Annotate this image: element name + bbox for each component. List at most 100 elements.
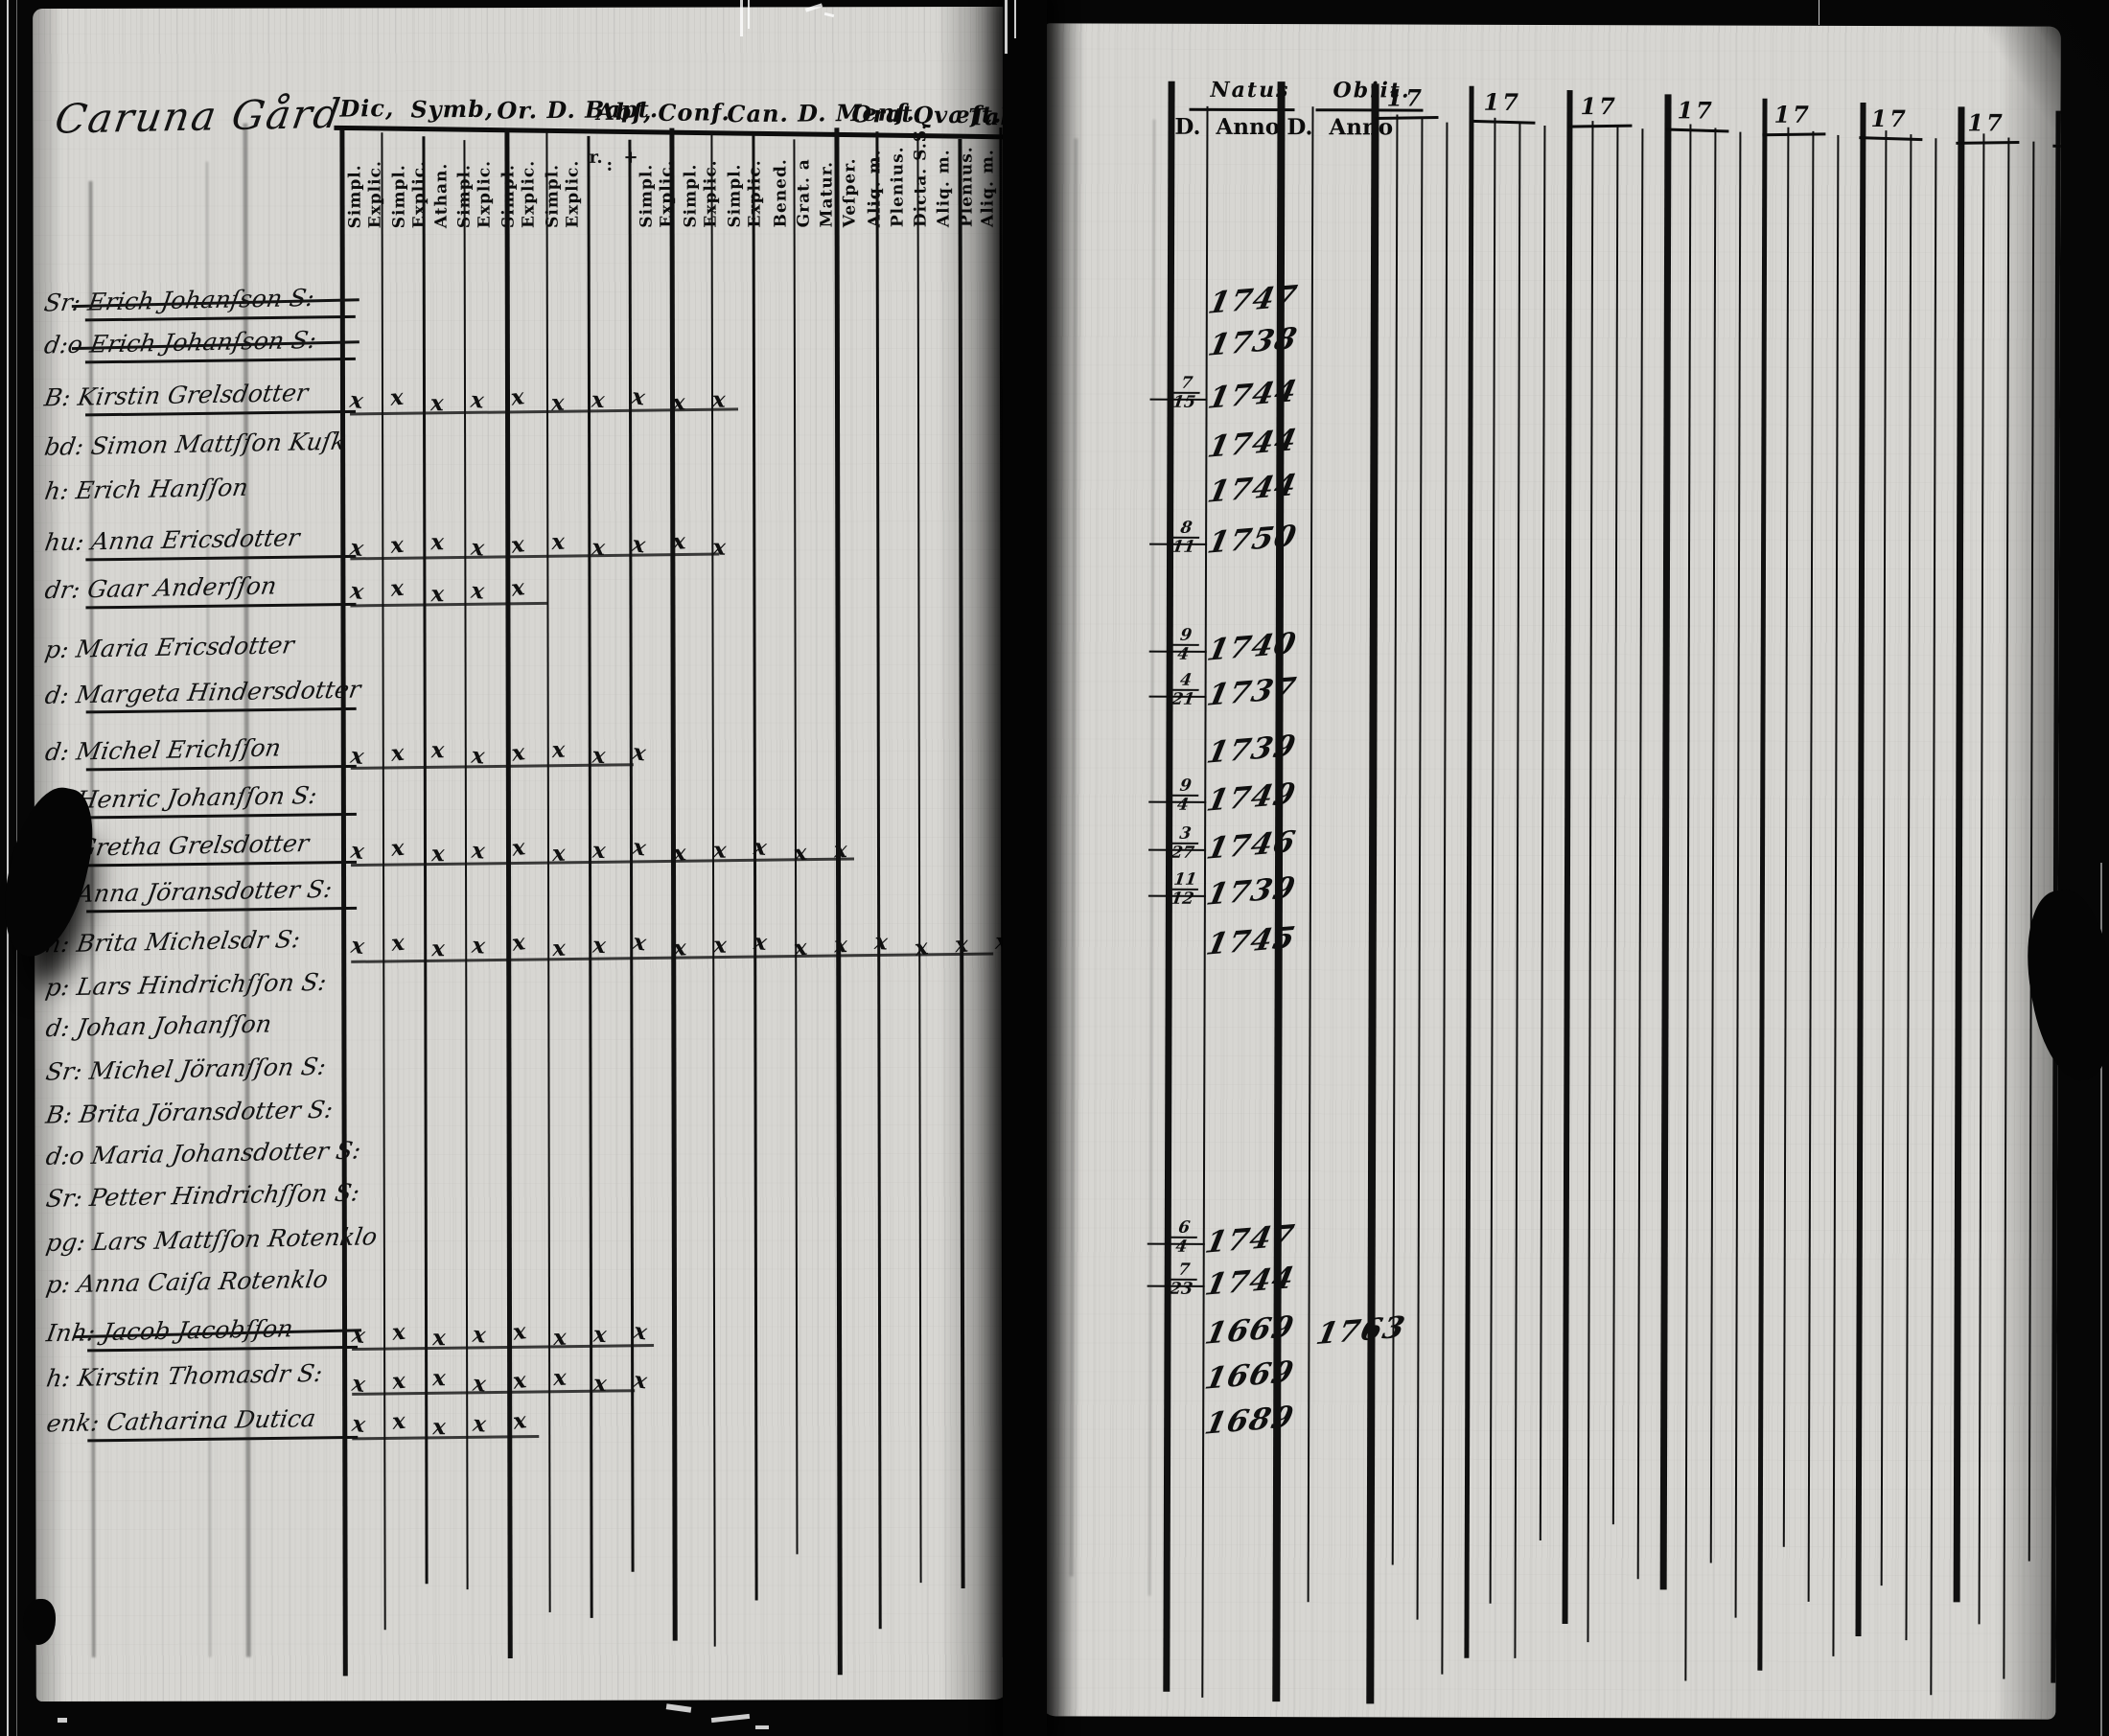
row-underline xyxy=(85,409,357,417)
grid-line xyxy=(1930,138,1937,1696)
obiit-d-label: D. xyxy=(1286,114,1313,141)
examination-x-mark: x xyxy=(509,383,526,411)
grid-line xyxy=(916,135,922,1584)
book-gutter-shadow xyxy=(1003,0,1047,1736)
row-name: hu: Anna Ericsdotter xyxy=(42,523,302,557)
grid-line xyxy=(710,131,716,1647)
examination-x-mark: x xyxy=(389,531,406,559)
natus-anno-label: Anno xyxy=(1216,113,1281,141)
page-corner-shadow xyxy=(1975,0,2109,173)
ink-blot xyxy=(23,1599,56,1645)
fold-streak xyxy=(1147,119,1156,1596)
marks-baseline xyxy=(350,601,547,608)
examination-x-mark: x xyxy=(470,577,486,605)
grid-line xyxy=(1587,121,1594,1643)
natus-anno-value: 1689 xyxy=(1201,1400,1298,1442)
year-group-header: 17 xyxy=(1483,87,1521,116)
examination-x-mark: x xyxy=(632,1317,649,1346)
row-underline xyxy=(85,554,357,562)
row-underline xyxy=(84,357,356,364)
year-group-underline xyxy=(1762,132,1826,137)
year-group-header: 17 xyxy=(1773,100,1812,128)
natus-day-rule xyxy=(1148,800,1207,803)
sub-column-label: Athan. xyxy=(431,162,452,229)
row-name: d: Anna Jöransdotter S: xyxy=(43,874,335,909)
natus-anno-value: 1750 xyxy=(1204,519,1300,561)
natus-day-rule xyxy=(1147,1285,1205,1287)
examination-x-mark: x xyxy=(913,934,930,961)
grid-line xyxy=(2003,137,2010,1679)
scan-speck xyxy=(755,1725,769,1729)
page-title-handwritten: Caruna Gård xyxy=(52,89,345,143)
sub-column-label: Dicta. S.S. xyxy=(911,123,931,228)
examination-x-mark: x xyxy=(389,834,406,862)
grid-line xyxy=(1539,125,1546,1540)
grid-line xyxy=(1514,121,1521,1658)
examination-x-mark: x xyxy=(550,528,566,556)
natus-day-rule xyxy=(1148,695,1207,698)
examination-x-mark: x xyxy=(431,936,445,962)
examination-x-mark: x xyxy=(511,1318,528,1346)
natus-anno-value: 1744 xyxy=(1204,374,1301,416)
sub-column-label: Simpl. xyxy=(681,163,701,228)
row-underline xyxy=(87,1345,359,1353)
natus-day-fraction: 7 15 xyxy=(1169,374,1202,412)
natus-anno-value: 1669 xyxy=(1201,1354,1298,1397)
grid-line xyxy=(1416,118,1424,1620)
examination-x-mark: x xyxy=(552,1364,568,1392)
grid-line xyxy=(1391,114,1399,1565)
grid-line xyxy=(1905,134,1912,1641)
natus-anno-value: 1746 xyxy=(1203,824,1299,867)
natus-anno-value: 1747 xyxy=(1205,279,1301,321)
grid-line xyxy=(1855,103,1866,1637)
grid-line xyxy=(752,135,758,1601)
scan-speck xyxy=(58,1718,67,1723)
examination-x-mark: x xyxy=(510,929,527,957)
left-grid-lines xyxy=(33,7,1006,1677)
grid-line xyxy=(1307,106,1314,1603)
row-name: d: Johan Johanſſon xyxy=(43,1009,274,1043)
row-name: enk: Catharina Dutica xyxy=(44,1404,318,1438)
natus-anno-value: 1747 xyxy=(1202,1218,1298,1261)
natus-anno-value: 1745 xyxy=(1203,920,1299,962)
examination-x-mark: x xyxy=(472,1410,488,1438)
row-underline xyxy=(86,906,358,914)
examination-x-mark: x xyxy=(430,737,445,764)
natus-day-fraction: 7 23 xyxy=(1166,1261,1199,1299)
examination-x-mark: x xyxy=(470,837,486,865)
scan-speck xyxy=(665,1703,692,1713)
examination-x-mark: x xyxy=(510,739,527,767)
examination-x-mark: x xyxy=(511,1407,528,1435)
natus-day-fraction: 4 21 xyxy=(1168,671,1201,709)
year-group-underline xyxy=(1472,119,1536,125)
row-name: p: Lars Hindrichſſon S: xyxy=(43,967,329,1002)
sub-column-label: Aliq. m. xyxy=(978,149,998,227)
grid-line xyxy=(1880,130,1888,1586)
examination-x-mark: x xyxy=(471,932,487,960)
scan-speck xyxy=(710,1713,751,1724)
grid-line xyxy=(1832,134,1840,1656)
examination-x-mark: x xyxy=(430,529,445,556)
examination-x-mark: x xyxy=(551,736,566,764)
natus-day-rule xyxy=(1147,894,1206,897)
scan-scratch xyxy=(2100,863,2102,1736)
examination-x-mark: x xyxy=(389,739,406,767)
row-name: h: Erich Hanſſon xyxy=(42,473,250,505)
examination-x-mark: x xyxy=(873,928,889,956)
year-column-headers: 1717171717171717 xyxy=(1046,23,2061,150)
column-tick-mark: : xyxy=(606,154,614,175)
examination-x-mark: x xyxy=(389,574,406,602)
grid-line xyxy=(1441,122,1448,1675)
examination-x-mark: x xyxy=(349,837,366,866)
examination-x-mark: x xyxy=(792,839,809,868)
grid-line xyxy=(1562,90,1573,1625)
natus-anno-value: 1669 xyxy=(1201,1309,1298,1352)
row-underline xyxy=(87,1435,359,1443)
examination-x-mark: x xyxy=(471,1321,487,1349)
examination-x-mark: x xyxy=(509,574,526,602)
handwritten-rows: Sr: Erich Johanſson S: d:o Erich Johanſso… xyxy=(33,7,1008,1443)
examination-x-mark: x xyxy=(752,833,769,862)
scan-scratch xyxy=(7,0,9,1736)
